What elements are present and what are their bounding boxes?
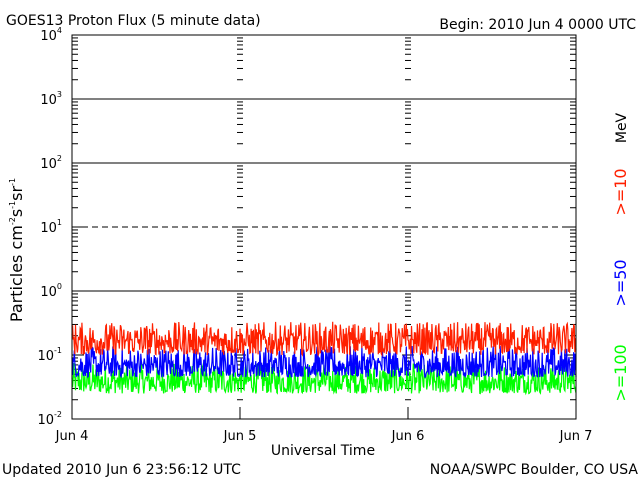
y-tick-label: 100 [40, 282, 62, 300]
legend: MeV >=10 >=50 >=100 [611, 112, 630, 401]
plot-frame [71, 34, 577, 420]
y-tick-label: 101 [40, 218, 62, 236]
legend-entry: >=100 [611, 344, 630, 401]
y-axis-label-mid1: s [7, 209, 26, 217]
series-line [71, 321, 577, 358]
y-axis-label-mid2: sr [7, 186, 26, 201]
x-tick-labels: Jun 4 Jun 5 Jun 6 Jun 7 [55, 429, 593, 444]
y-axis-label-exp2: -1 [8, 201, 17, 209]
x-tick-label: Jun 7 [559, 429, 593, 444]
updated-label: Updated 2010 Jun 6 23:56:12 UTC [2, 462, 241, 478]
y-axis-label-base: Particles cm [7, 225, 26, 322]
y-tick-label: 103 [40, 90, 62, 108]
y-tick-label: 102 [40, 154, 62, 172]
y-tick-label: 104 [40, 26, 62, 44]
y-axis-label-exp1: -2 [8, 217, 17, 225]
y-tick-labels: 10-2 10-1 100 101 102 103 104 [37, 26, 62, 428]
x-axis-label: Universal Time [271, 443, 375, 459]
chart-title: GOES13 Proton Flux (5 minute data) [6, 13, 261, 29]
x-tick-label: Jun 6 [391, 429, 425, 444]
y-tick-label: 10-2 [37, 410, 62, 428]
legend-unit: MeV [614, 112, 630, 143]
y-tick-label: 10-1 [37, 346, 62, 364]
legend-entry: >=50 [611, 259, 630, 306]
plot-area [71, 34, 577, 420]
x-tick-label: Jun 5 [223, 429, 257, 444]
legend-entry: >=10 [611, 168, 630, 215]
series-line [71, 345, 577, 379]
source-label: NOAA/SWPC Boulder, CO USA [430, 462, 639, 478]
y-axis-label: Particles cm-2s-1sr-1 [7, 178, 26, 322]
y-axis-label-exp3: -1 [8, 178, 17, 186]
x-tick-label: Jun 4 [55, 429, 89, 444]
begin-label: Begin: 2010 Jun 4 0000 UTC [439, 17, 636, 33]
